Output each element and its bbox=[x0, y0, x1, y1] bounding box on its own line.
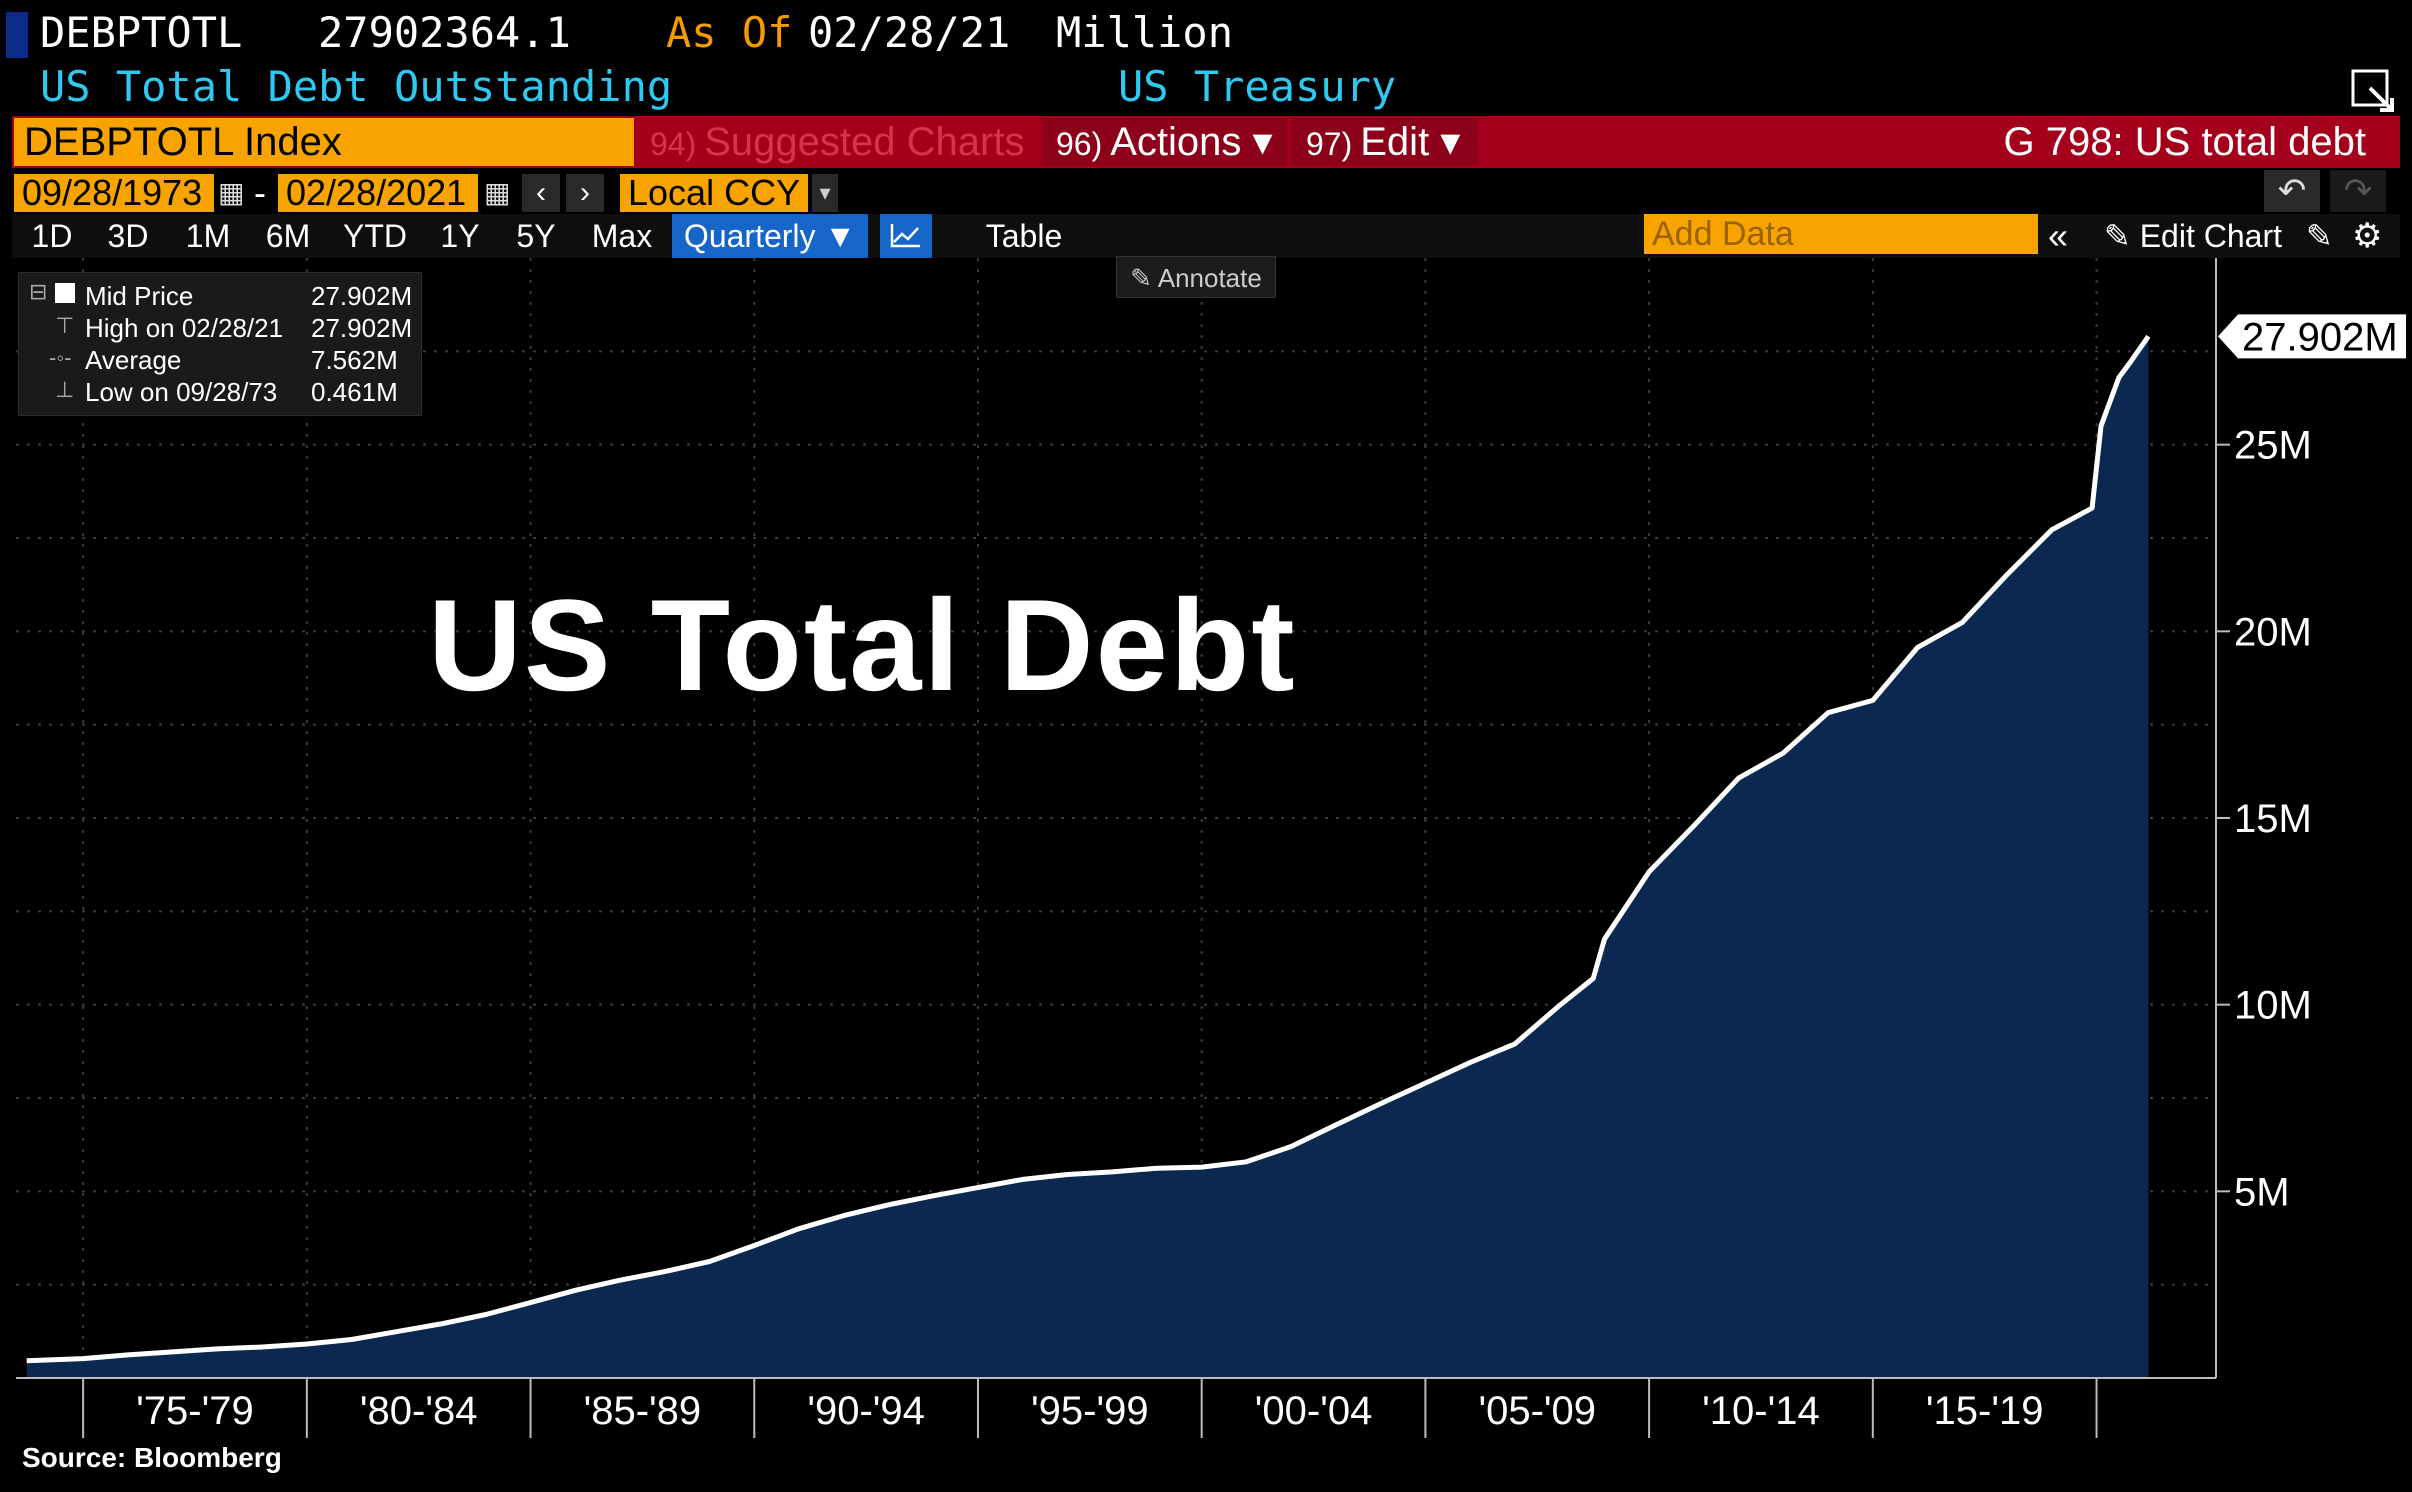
period-1y[interactable]: 1Y bbox=[440, 218, 480, 254]
x-axis-labels: '75-'79 '80-'84 '85-'89 '90-'94 '95-'99 '00-'… bbox=[82, 1378, 2098, 1438]
gear-icon[interactable]: ⚙ bbox=[2352, 217, 2383, 255]
high-marker-icon: ⊤ bbox=[55, 313, 75, 338]
y-tick-label: 20M bbox=[2234, 610, 2312, 654]
collapse-left-icon[interactable]: « bbox=[2048, 215, 2069, 256]
period-5y[interactable]: 5Y bbox=[516, 218, 556, 254]
last-value-marker: 27.902M bbox=[2218, 314, 2406, 359]
period-max[interactable]: Max bbox=[591, 218, 653, 254]
edit-label: Edit ▾ bbox=[1360, 120, 1461, 164]
last-value-tag bbox=[2218, 314, 2406, 359]
edit-button[interactable]: 97) Edit ▾ bbox=[1292, 118, 1478, 166]
y-tick-label: 25M bbox=[2234, 424, 2312, 468]
x-tick-label: '85-'89 bbox=[584, 1389, 702, 1433]
popout-icon[interactable] bbox=[2350, 68, 2396, 114]
as-of-label: As Of bbox=[666, 8, 793, 57]
chart-overlay-title: US Total Debt bbox=[428, 572, 1297, 718]
legend-series-label: Mid Price bbox=[85, 281, 194, 311]
legend-series-value: 27.902M bbox=[311, 281, 413, 311]
collapse-box-icon[interactable]: ⊟ bbox=[29, 279, 48, 304]
average-marker-icon: -◦- bbox=[49, 345, 72, 370]
annotate-pencil-icon: ✎ bbox=[1130, 263, 1158, 293]
chevron-down-icon[interactable]: ▾ bbox=[812, 174, 838, 212]
x-tick-label: '80-'84 bbox=[360, 1389, 478, 1433]
actions-number: 96) bbox=[1056, 126, 1103, 162]
suggested-charts-label: Suggested Charts bbox=[704, 120, 1025, 164]
chevron-right-icon[interactable]: › bbox=[566, 174, 604, 212]
legend-high-label: High on 02/28/21 bbox=[85, 313, 284, 343]
y-tick-label: 5M bbox=[2234, 1170, 2290, 1214]
legend-low-label: Low on 09/28/73 bbox=[85, 377, 278, 407]
table-button[interactable]: Table bbox=[985, 218, 1063, 254]
y-tick-label: 15M bbox=[2234, 797, 2312, 841]
period-3d[interactable]: 3D bbox=[107, 218, 149, 254]
actions-label: Actions ▾ bbox=[1110, 120, 1273, 164]
x-tick-label: '90-'94 bbox=[807, 1389, 925, 1433]
suggested-charts-number: 94) bbox=[650, 126, 697, 162]
legend-average-value: 7.562M bbox=[311, 345, 398, 375]
x-tick-label: '15-'19 bbox=[1926, 1389, 2044, 1433]
actions-button[interactable]: 96) Actions ▾ bbox=[1042, 118, 1288, 166]
legend-average-label: Average bbox=[85, 345, 182, 375]
y-tick-label: 10M bbox=[2234, 984, 2312, 1028]
annotate-label: Annotate bbox=[1157, 263, 1262, 293]
security-input[interactable]: DEBPTOTL Index bbox=[14, 118, 634, 166]
start-date-field[interactable]: 09/28/1973 bbox=[14, 174, 214, 212]
period-ytd[interactable]: YTD bbox=[343, 218, 407, 254]
data-source-name: US Treasury bbox=[1118, 62, 1397, 111]
edit-number: 97) bbox=[1306, 126, 1353, 162]
x-tick-label: '05-'09 bbox=[1478, 1389, 1596, 1433]
chart-legend: ⊟ Mid Price 27.902M ⊤ High on 02/28/21 2… bbox=[18, 272, 422, 416]
period-1d[interactable]: 1D bbox=[31, 218, 73, 254]
x-tick-label: '75-'79 bbox=[136, 1389, 254, 1433]
edit-settings-icon[interactable]: ✎ bbox=[2306, 218, 2333, 254]
line-chart-icon[interactable] bbox=[880, 214, 932, 258]
redo-icon[interactable]: ↷ bbox=[2330, 170, 2386, 212]
last-value: 27902364.1 bbox=[318, 8, 571, 57]
units-label: Million bbox=[1056, 8, 1234, 57]
annotate-button[interactable]: ✎ Annotate bbox=[1116, 256, 1276, 298]
period-1m[interactable]: 1M bbox=[185, 218, 231, 254]
series-swatch[interactable] bbox=[55, 283, 75, 303]
edit-chart-button[interactable]: ✎ Edit Chart bbox=[2104, 214, 2282, 258]
end-date-field[interactable]: 02/28/2021 bbox=[278, 174, 478, 212]
last-value-label: 27.902M bbox=[2242, 315, 2398, 359]
source-footer: Source: Bloomberg bbox=[22, 1442, 282, 1473]
y-axis-labels: 5M 10M 15M 20M 25M bbox=[2216, 424, 2312, 1214]
period-6m[interactable]: 6M bbox=[265, 218, 311, 254]
x-tick-label: '10-'14 bbox=[1702, 1389, 1820, 1433]
x-tick-label: '00-'04 bbox=[1255, 1389, 1373, 1433]
frequency-select[interactable]: Quarterly ▼ bbox=[672, 214, 868, 258]
security-description: US Total Debt Outstanding bbox=[40, 62, 673, 111]
low-marker-icon: ⊥ bbox=[55, 377, 75, 402]
edit-chart-label: Edit Chart bbox=[2139, 218, 2282, 254]
pencil-icon: ✎ bbox=[2104, 218, 2140, 254]
currency-select[interactable]: Local CCY bbox=[620, 174, 808, 212]
legend-high-value: 27.902M bbox=[311, 313, 413, 343]
legend-low-value: 0.461M bbox=[311, 377, 398, 407]
ticker-color-marker bbox=[6, 12, 28, 58]
calendar-icon[interactable]: ▦ bbox=[218, 177, 245, 208]
add-data-input[interactable]: Add Data bbox=[1644, 214, 2038, 254]
chevron-left-icon[interactable]: ‹ bbox=[522, 174, 560, 212]
undo-icon[interactable]: ↶ bbox=[2264, 170, 2320, 212]
x-tick-label: '95-'99 bbox=[1031, 1389, 1149, 1433]
gridlines bbox=[16, 258, 2216, 1378]
function-title: G 798: US total debt bbox=[2003, 120, 2366, 164]
debt-area-fill bbox=[26, 336, 2149, 1378]
as-of-date: 02/28/21 bbox=[808, 8, 1011, 57]
suggested-charts-button[interactable]: 94) Suggested Charts bbox=[640, 118, 1040, 166]
calendar-icon[interactable]: ▦ bbox=[484, 177, 511, 208]
debt-series-line bbox=[26, 334, 2151, 1364]
chart-canvas: '75-'79 '80-'84 '85-'89 '90-'94 '95-'99 '00-'… bbox=[16, 258, 2406, 1438]
date-range-dash: - bbox=[254, 172, 266, 213]
ticker-symbol: DEBPTOTL bbox=[40, 8, 243, 57]
